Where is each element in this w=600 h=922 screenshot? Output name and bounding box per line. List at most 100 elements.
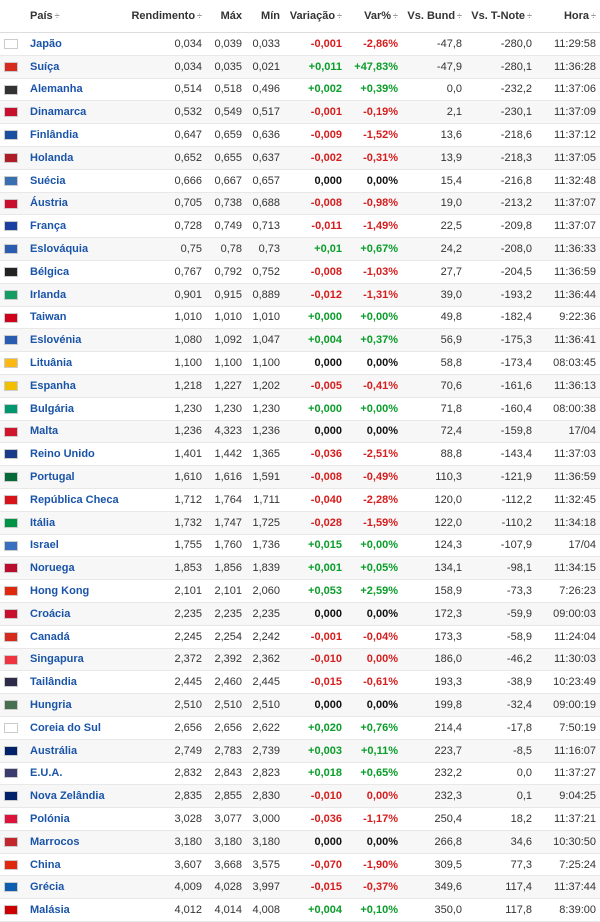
country-name-link[interactable]: Croácia [26,602,126,626]
max-value: 2,855 [206,784,246,809]
country-name-link[interactable]: Grécia [26,875,126,900]
country-name-link[interactable]: França [26,214,126,239]
country-flag-icon [4,722,18,733]
vs-bund-col-header[interactable]: Vs. Bund ÷ [402,0,466,33]
min-value: 0,657 [246,169,284,193]
flag-cell [0,123,26,147]
country-flag-icon [4,745,18,756]
country-name-link[interactable]: Nova Zelândia [26,784,126,809]
country-name-link[interactable]: Reino Unido [26,442,126,467]
country-name-link[interactable]: Marrocos [26,830,126,854]
time-value: 7:26:23 [536,579,600,603]
table-row: Grécia 4,009 4,028 3,997 -0,015 -0,37% 349,6 11… [0,875,600,900]
sort-icon: ÷ [527,11,532,21]
vs-tnote-value: -161,6 [466,374,536,398]
country-name-link[interactable]: Singapura [26,648,126,672]
time-value: 08:00:38 [536,397,600,421]
country-name-link[interactable]: Canadá [26,625,126,649]
country-name-link[interactable]: Malásia [26,898,126,922]
min-value: 1,725 [246,511,284,535]
change-value: +0,003 [284,739,346,763]
flag-cell [0,420,26,444]
min-value: 0,688 [246,192,284,216]
yield-value: 1,853 [126,556,206,581]
country-name-link[interactable]: Lituânia [26,351,126,375]
vs-tnote-value: 117,8 [466,898,536,922]
change-pct-col-header[interactable]: Var% ÷ [346,0,402,33]
country-name-link[interactable]: Holanda [26,146,126,170]
vs-tnote-value: -159,8 [466,420,536,444]
time-value: 11:29:58 [536,32,600,56]
country-name-link[interactable]: Suécia [26,169,126,193]
time-value: 09:00:03 [536,602,600,626]
country-name-link[interactable]: Suíça [26,55,126,79]
min-col-header[interactable]: Mín [246,0,284,33]
country-name-link[interactable]: Japão [26,32,126,56]
time-value: 11:37:06 [536,78,600,102]
change-value: 0,000 [284,420,346,444]
country-name-link[interactable]: Finlândia [26,123,126,147]
country-name-link[interactable]: E.U.A. [26,762,126,786]
change-pct-value: +0,10% [346,898,402,922]
country-name-link[interactable]: Itália [26,511,126,535]
country-name-link[interactable]: Áustria [26,192,126,216]
vs-tnote-value: -143,4 [466,442,536,467]
yield-col-header[interactable]: Rendimento ÷ [126,0,206,33]
vs-tnote-value: -38,9 [466,670,536,695]
vs-tnote-col-header[interactable]: Vs. T-Note ÷ [466,0,536,33]
vs-tnote-value: -182,4 [466,306,536,330]
country-name-link[interactable]: Alemanha [26,78,126,102]
country-flag-icon [4,358,18,369]
vs-bund-value: 19,0 [402,192,466,216]
change-value: 0,000 [284,693,346,717]
country-col-header[interactable]: País ÷ [26,0,126,33]
yield-value: 2,245 [126,625,206,649]
max-value: 1,010 [206,306,246,330]
country-name-link[interactable]: Irlanda [26,283,126,307]
min-value: 0,636 [246,123,284,147]
country-name-link[interactable]: China [26,853,126,877]
yield-value: 2,510 [126,693,206,717]
country-flag-icon [4,472,18,483]
flag-cell [0,830,26,854]
vs-tnote-value: -58,9 [466,625,536,649]
country-name-link[interactable]: Polónia [26,807,126,831]
country-name-link[interactable]: Dinamarca [26,100,126,125]
country-name-link[interactable]: Coreia do Sul [26,716,126,740]
change-pct-value: -2,28% [346,488,402,512]
change-col-header[interactable]: Variação ÷ [284,0,346,33]
country-flag-icon [4,677,18,688]
country-name-link[interactable]: Noruega [26,556,126,581]
flag-cell [0,55,26,79]
country-name-link[interactable]: Israel [26,534,126,558]
country-name-link[interactable]: Tailândia [26,670,126,695]
flag-cell [0,32,26,56]
vs-tnote-value: -218,3 [466,146,536,170]
country-name-link[interactable]: Eslováquia [26,237,126,261]
yield-value: 1,712 [126,488,206,512]
country-name-link[interactable]: Eslovénia [26,328,126,353]
yield-value: 4,009 [126,875,206,900]
country-name-link[interactable]: Hungria [26,693,126,717]
change-value: -0,009 [284,123,346,147]
change-pct-value: 0,00% [346,602,402,626]
max-value: 1,442 [206,442,246,467]
time-col-header[interactable]: Hora ÷ [536,0,600,33]
country-name-link[interactable]: Bulgária [26,397,126,421]
flag-cell [0,214,26,239]
country-name-link[interactable]: Austrália [26,739,126,763]
flag-cell [0,625,26,649]
country-name-link[interactable]: República Checa [26,488,126,512]
country-name-link[interactable]: Hong Kong [26,579,126,603]
max-col-header[interactable]: Máx [206,0,246,33]
country-name-link[interactable]: Espanha [26,374,126,398]
country-name-link[interactable]: Bélgica [26,260,126,284]
country-name-link[interactable]: Taiwan [26,306,126,330]
table-row: Alemanha 0,514 0,518 0,496 +0,002 +0,39% 0,0 -2… [0,78,600,102]
country-name-link[interactable]: Portugal [26,465,126,489]
vs-bund-value: 88,8 [402,442,466,467]
flag-cell [0,556,26,581]
min-value: 2,830 [246,784,284,809]
country-name-link[interactable]: Malta [26,420,126,444]
min-value: 0,496 [246,78,284,102]
